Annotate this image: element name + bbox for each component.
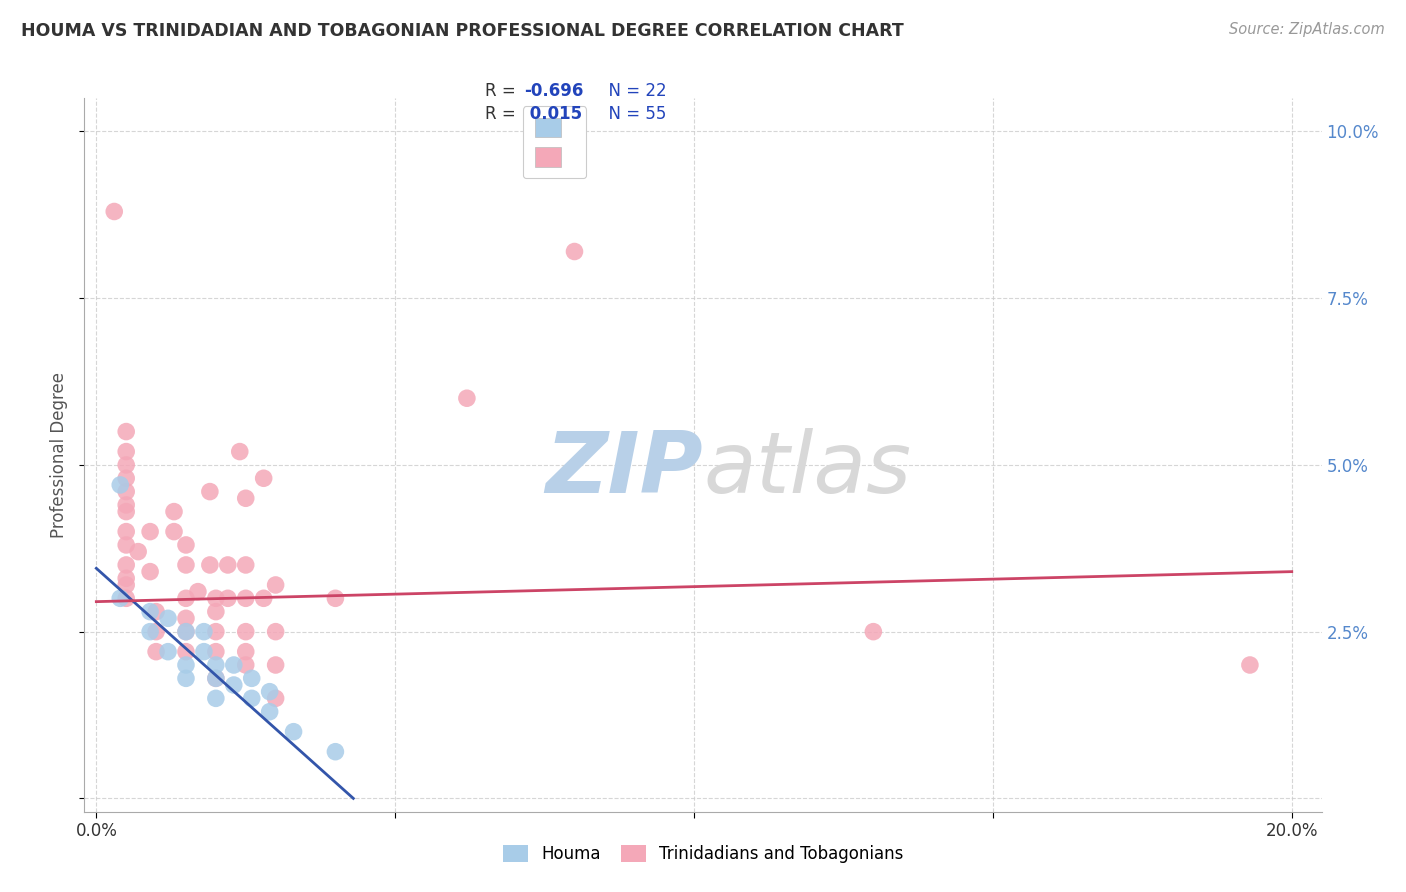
Point — [222, 678, 245, 692]
Point — [325, 591, 347, 606]
Point — [222, 658, 245, 673]
Point — [157, 611, 180, 625]
Point — [193, 645, 215, 659]
Point — [145, 624, 167, 639]
Point — [205, 591, 228, 606]
Point — [205, 671, 228, 685]
Point — [145, 645, 167, 659]
Text: ZIP: ZIP — [546, 427, 703, 511]
Text: atlas: atlas — [703, 427, 911, 511]
Point — [174, 591, 197, 606]
Point — [205, 691, 228, 706]
Point — [193, 624, 215, 639]
Y-axis label: Professional Degree: Professional Degree — [51, 372, 69, 538]
Point — [115, 578, 138, 592]
Point — [235, 491, 257, 506]
Point — [235, 658, 257, 673]
Point — [240, 691, 263, 706]
Point — [205, 605, 228, 619]
Point — [115, 591, 138, 606]
Point — [115, 571, 138, 585]
Point — [187, 584, 209, 599]
Point — [115, 558, 138, 572]
Point — [259, 705, 281, 719]
Point — [240, 671, 263, 685]
Point — [115, 425, 138, 439]
Point — [115, 471, 138, 485]
Point — [174, 645, 197, 659]
Point — [174, 624, 197, 639]
Point — [139, 524, 162, 539]
Point — [253, 471, 276, 485]
Point — [163, 524, 186, 539]
Text: HOUMA VS TRINIDADIAN AND TOBAGONIAN PROFESSIONAL DEGREE CORRELATION CHART: HOUMA VS TRINIDADIAN AND TOBAGONIAN PROF… — [21, 22, 904, 40]
Point — [229, 444, 252, 458]
Point — [283, 724, 305, 739]
Point — [139, 565, 162, 579]
Point — [259, 684, 281, 698]
Text: -0.696: -0.696 — [524, 82, 583, 100]
Point — [862, 624, 884, 639]
Text: R =: R = — [485, 105, 522, 123]
Point — [127, 544, 149, 558]
Point — [174, 671, 197, 685]
Point — [174, 658, 197, 673]
Point — [205, 645, 228, 659]
Point — [145, 605, 167, 619]
Point — [157, 645, 180, 659]
Point — [139, 624, 162, 639]
Point — [115, 458, 138, 472]
Point — [217, 591, 239, 606]
Point — [205, 624, 228, 639]
Text: N = 55: N = 55 — [598, 105, 666, 123]
Text: 0.015: 0.015 — [524, 105, 582, 123]
Point — [325, 745, 347, 759]
Point — [205, 671, 228, 685]
Point — [115, 444, 138, 458]
Point — [1239, 658, 1261, 673]
Point — [235, 624, 257, 639]
Point — [115, 524, 138, 539]
Point — [264, 578, 287, 592]
Point — [264, 624, 287, 639]
Point — [217, 558, 239, 572]
Point — [174, 538, 197, 552]
Legend: Houma, Trinidadians and Tobagonians: Houma, Trinidadians and Tobagonians — [495, 837, 911, 871]
Point — [115, 498, 138, 512]
Point — [235, 558, 257, 572]
Point — [564, 244, 586, 259]
Point — [115, 484, 138, 499]
Point — [198, 558, 221, 572]
Point — [115, 505, 138, 519]
Point — [235, 591, 257, 606]
Point — [139, 605, 162, 619]
Text: R =: R = — [485, 82, 522, 100]
Point — [110, 591, 132, 606]
Text: Source: ZipAtlas.com: Source: ZipAtlas.com — [1229, 22, 1385, 37]
Point — [235, 645, 257, 659]
Text: N = 22: N = 22 — [598, 82, 666, 100]
Point — [456, 391, 478, 405]
Point — [253, 591, 276, 606]
Point — [174, 624, 197, 639]
Point — [198, 484, 221, 499]
Point — [174, 611, 197, 625]
Point — [163, 505, 186, 519]
Point — [115, 538, 138, 552]
Point — [110, 478, 132, 492]
Point — [205, 658, 228, 673]
Point — [174, 558, 197, 572]
Point — [103, 204, 125, 219]
Point — [264, 691, 287, 706]
Point — [264, 658, 287, 673]
